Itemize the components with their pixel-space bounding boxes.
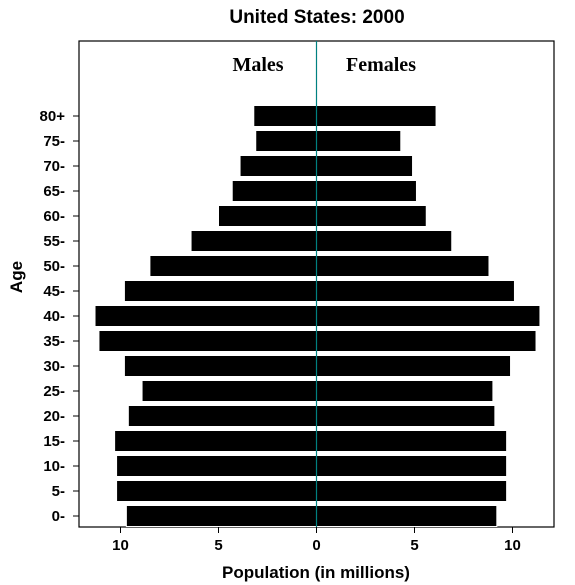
x-tick-label: 5 [410, 537, 418, 554]
female-bar-70 [316, 155, 414, 177]
x-tick-label: 0 [312, 537, 320, 554]
male-bar-20 [127, 405, 317, 427]
y-tick-label: 70- [43, 158, 65, 175]
x-tick-label: 5 [214, 537, 222, 554]
male-bar-50 [149, 255, 317, 277]
female-bar-60 [316, 205, 427, 227]
male-bar-10 [116, 455, 317, 477]
x-axis-ticks: 10 5 0 5 10 [112, 527, 521, 554]
y-tick-label: 75- [43, 133, 65, 150]
y-tick-label: 0- [52, 508, 65, 525]
y-tick-label: 45- [43, 283, 65, 300]
male-bar-40 [94, 305, 317, 327]
female-bar-0 [316, 505, 498, 527]
female-bar-10 [316, 455, 508, 477]
male-bar-80 [253, 105, 317, 127]
female-bar-50 [316, 255, 490, 277]
female-bar-25 [316, 380, 494, 402]
female-bar-40 [316, 305, 541, 327]
males-label: Males [232, 54, 283, 76]
female-bar-15 [316, 430, 508, 452]
male-bar-55 [190, 230, 317, 252]
female-bar-5 [316, 480, 508, 502]
y-tick-label: 5- [52, 483, 65, 500]
x-axis-title: Population (in millions) [222, 563, 410, 582]
y-tick-label: 40- [43, 308, 65, 325]
bars-group [94, 105, 541, 527]
y-tick-label: 80+ [40, 108, 66, 125]
male-bar-45 [123, 280, 317, 302]
male-bar-25 [141, 380, 317, 402]
y-tick-label: 35- [43, 333, 65, 350]
y-tick-label: 55- [43, 233, 65, 250]
female-bar-20 [316, 405, 496, 427]
male-bar-0 [125, 505, 317, 527]
y-tick-label: 15- [43, 433, 65, 450]
male-bar-5 [116, 480, 317, 502]
y-tick-label: 60- [43, 208, 65, 225]
y-tick-label: 10- [43, 458, 65, 475]
male-bar-60 [218, 205, 317, 227]
y-axis-ticks: 0- 5- 10- 15- 20- 25- 30- 35- 40- 45- 50- 55- 60- 65-… [40, 108, 79, 525]
x-tick-label: 10 [504, 537, 521, 554]
x-tick-label: 10 [112, 537, 129, 554]
female-bar-80 [316, 105, 437, 127]
y-tick-label: 65- [43, 183, 65, 200]
female-bar-75 [316, 130, 402, 152]
male-bar-15 [114, 430, 318, 452]
male-bar-35 [98, 330, 317, 352]
y-axis-title: Age [7, 261, 26, 293]
female-bar-45 [316, 280, 515, 302]
male-bar-70 [239, 155, 317, 177]
female-bar-30 [316, 355, 512, 377]
y-tick-label: 50- [43, 258, 65, 275]
male-bar-75 [255, 130, 318, 152]
chart-title: United States: 2000 [229, 7, 404, 28]
females-label: Females [346, 54, 416, 76]
male-bar-65 [231, 180, 317, 202]
y-tick-label: 20- [43, 408, 65, 425]
male-bar-30 [123, 355, 317, 377]
y-tick-label: 30- [43, 358, 65, 375]
female-bar-55 [316, 230, 453, 252]
y-tick-label: 25- [43, 383, 65, 400]
female-bar-65 [316, 180, 417, 202]
female-bar-35 [316, 330, 537, 352]
